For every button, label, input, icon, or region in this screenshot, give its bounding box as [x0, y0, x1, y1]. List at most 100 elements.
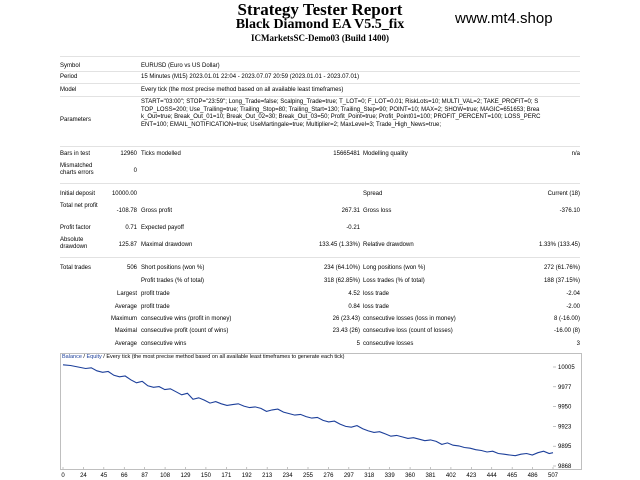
average-profit-label: profit trade [141, 304, 170, 310]
maximal-label: Maximal [114, 328, 137, 334]
x-tick-label: 171 [221, 473, 232, 479]
x-tick-label: 87 [141, 473, 148, 479]
bars-value: 12960 [120, 151, 137, 157]
x-tick-label: 276 [323, 473, 334, 479]
period-label: Period [60, 74, 78, 80]
balance-chart [60, 353, 582, 470]
symbol-value: EURUSD (Euro vs US Dollar) [141, 63, 220, 69]
x-tick-label: 486 [528, 473, 539, 479]
x-tick-label: 45 [100, 473, 107, 479]
maximal-consecutive-loss-label: consecutive loss (count of losses) [363, 328, 453, 334]
largest-profit-label: profit trade [141, 291, 170, 297]
divider [60, 146, 580, 147]
profit-trades-value: 318 (62.85%) [323, 278, 360, 284]
spread-value: Current (18) [547, 191, 580, 197]
period-value: 15 Minutes (M15) 2023.01.01 22:04 - 2023… [141, 74, 360, 80]
largest-profit-value: 4.52 [348, 291, 360, 297]
x-tick-label: 66 [121, 473, 128, 479]
average-loss-value: -2.00 [566, 304, 580, 310]
loss-trades-value: 188 (37.15%) [543, 278, 580, 284]
net-profit-value: -108.78 [116, 208, 137, 214]
long-positions-label: Long positions (won %) [363, 265, 426, 271]
x-tick-label: 108 [160, 473, 171, 479]
watermark-link[interactable]: www.mt4.shop [455, 10, 553, 27]
average2-label: Average [114, 341, 137, 347]
average-consecutive-losses-value: 3 [576, 341, 580, 347]
legend-description: / Every tick (the most precise method ba… [101, 354, 345, 360]
y-tick-label: 9868 [558, 464, 572, 470]
parameters-label: Parameters [60, 117, 92, 123]
server-name: ICMarketsSC-Demo03 (Build 1400) [251, 33, 389, 43]
model-label: Model [60, 87, 77, 93]
absolute-drawdown-value: 125.87 [118, 242, 137, 248]
divider [60, 257, 580, 258]
x-tick-label: 444 [487, 473, 498, 479]
x-tick-label: 402 [446, 473, 457, 479]
model-value: Every tick (the most precise method base… [141, 87, 344, 93]
y-tick-label: 10005 [558, 365, 575, 371]
y-tick-label: 9977 [558, 385, 572, 391]
maximal-consecutive-loss-value: -16.00 (8) [553, 328, 580, 334]
total-trades-value: 506 [126, 265, 137, 271]
x-tick-label: 129 [180, 473, 191, 479]
ticks-label: Ticks modelled [141, 151, 181, 157]
x-tick-label: 381 [425, 473, 436, 479]
relative-drawdown-label: Relative drawdown [363, 242, 414, 248]
x-tick-label: 192 [242, 473, 253, 479]
total-trades-label: Total trades [60, 265, 92, 271]
ticks-value: 15665481 [333, 151, 360, 157]
x-tick-label: 234 [283, 473, 294, 479]
gross-profit-value: 267.31 [341, 208, 360, 214]
gross-profit-label: Gross profit [141, 208, 173, 214]
ea-name: Black Diamond EA V5.5_fix [235, 17, 405, 32]
x-tick-label: 297 [344, 473, 355, 479]
modelling-quality-label: Modelling quality [363, 151, 408, 157]
y-tick-label: 9923 [558, 424, 572, 430]
average-consecutive-wins-label: consecutive wins [141, 341, 187, 347]
profit-trades-label: Profit trades (% of total) [141, 278, 205, 284]
absolute-drawdown-label: Absolute drawdown [60, 237, 88, 250]
max-consecutive-losses-label: consecutive losses (loss in money) [363, 316, 456, 322]
legend-balance: Balance [62, 354, 82, 360]
maximal-consecutive-profit-label: consecutive profit (count of wins) [141, 328, 229, 334]
x-tick-label: 213 [262, 473, 273, 479]
symbol-label: Symbol [60, 63, 81, 69]
y-tick-label: 9895 [558, 444, 572, 450]
balance-line [62, 364, 554, 457]
maximal-drawdown-value: 133.45 (1.33%) [318, 242, 360, 248]
modelling-quality-value: n/a [571, 151, 580, 157]
legend-separator: / [81, 354, 87, 360]
relative-drawdown-value: 1.33% (133.45) [538, 242, 580, 248]
max-consecutive-losses-value: 8 (-16.00) [553, 316, 580, 322]
profit-factor-value: 0.71 [125, 225, 137, 231]
net-profit-label: Total net profit [60, 203, 98, 209]
average-label: Average [114, 304, 137, 310]
max-consecutive-wins-label: consecutive wins (profit in money) [141, 316, 232, 322]
divider [60, 83, 580, 84]
maximal-drawdown-label: Maximal drawdown [141, 242, 193, 248]
short-positions-label: Short positions (won %) [141, 265, 205, 271]
divider [60, 96, 580, 97]
x-tick-label: 423 [466, 473, 477, 479]
divider [60, 183, 580, 184]
x-tick-label: 0 [61, 473, 65, 479]
mismatch-value: 0 [133, 168, 137, 174]
average-loss-label: loss trade [363, 304, 390, 310]
chart-legend: Balance / Equity / Every tick (the most … [62, 354, 345, 360]
legend-equity: Equity [86, 354, 102, 360]
average-consecutive-wins-value: 5 [356, 341, 360, 347]
largest-loss-label: loss trade [363, 291, 390, 297]
max-consecutive-wins-value: 26 (23.43) [332, 316, 360, 322]
maximal-consecutive-profit-value: 23.43 (26) [332, 328, 360, 334]
loss-trades-label: Loss trades (% of total) [363, 278, 425, 284]
divider [60, 71, 580, 72]
parameters-value: START="03:00"; STOP="23:59"; Long_Trade=… [141, 99, 541, 128]
short-positions-value: 234 (64.10%) [323, 265, 360, 271]
profit-factor-label: Profit factor [60, 225, 91, 231]
x-tick-label: 255 [303, 473, 314, 479]
average-profit-value: 0.84 [348, 304, 360, 310]
gross-loss-label: Gross loss [363, 208, 392, 214]
largest-loss-value: -2.04 [566, 291, 580, 297]
expected-payoff-label: Expected payoff [141, 225, 184, 231]
